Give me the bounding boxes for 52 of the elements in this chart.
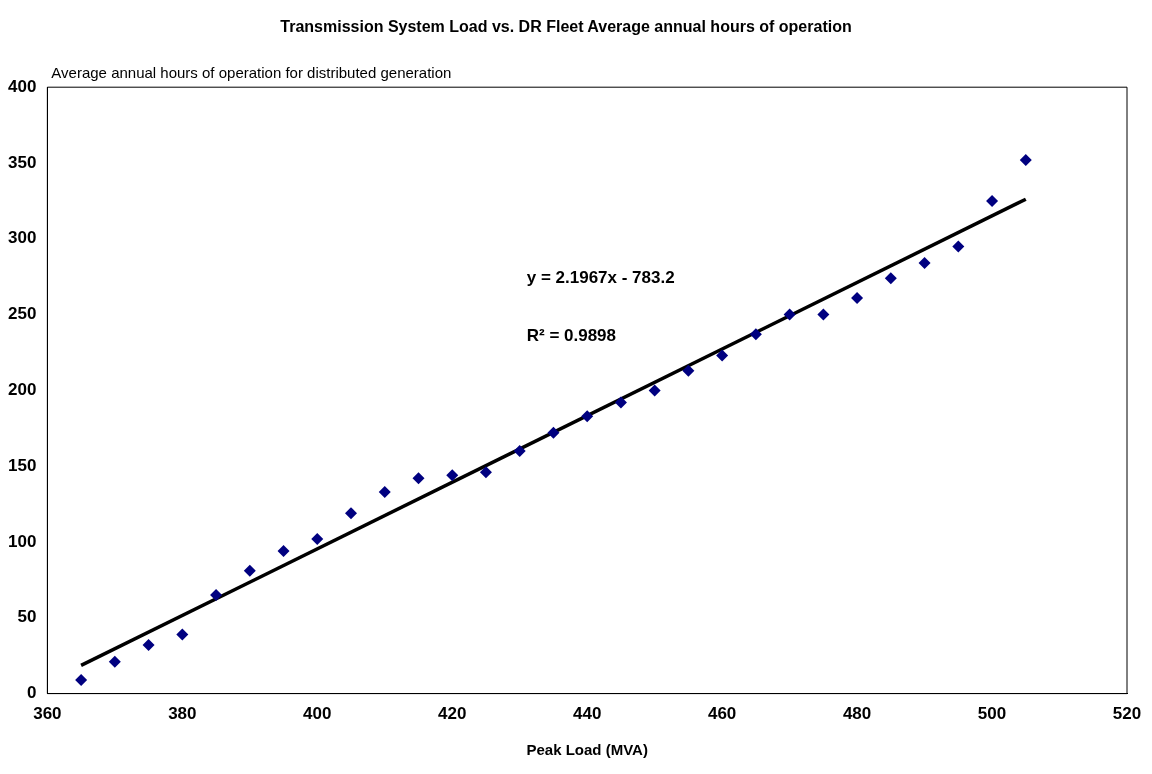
point — [75, 673, 88, 686]
y-tick-label: 300 — [7, 228, 37, 248]
point — [783, 308, 796, 321]
point — [716, 349, 729, 362]
annotation: y = 2.1967x - 783.2 — [526, 267, 675, 287]
point — [210, 589, 223, 602]
y-tick-label: 150 — [7, 455, 37, 475]
x-tick-label: 400 — [303, 704, 332, 724]
y-tick-label: 100 — [7, 531, 37, 551]
point — [918, 257, 931, 270]
point — [986, 194, 999, 207]
x-tick-label: 500 — [977, 704, 1007, 724]
point — [412, 472, 425, 485]
point — [311, 532, 324, 545]
point — [1019, 153, 1032, 166]
point — [581, 410, 594, 423]
y-axis-title: Average annual hours of operation for distributed generation — [51, 63, 452, 81]
point — [513, 445, 526, 458]
point — [345, 507, 358, 520]
x-tick-label: 420 — [438, 704, 467, 724]
point — [884, 272, 897, 285]
point — [817, 308, 830, 321]
point — [851, 291, 864, 304]
x-axis-title: Peak Load (MVA) — [526, 741, 648, 759]
point — [682, 364, 695, 377]
x-tick-label: 360 — [33, 704, 62, 724]
point — [108, 655, 121, 668]
point — [176, 628, 189, 641]
y-tick-label: 250 — [7, 304, 37, 324]
point — [378, 485, 391, 498]
point — [547, 426, 560, 439]
point — [446, 469, 459, 482]
y-tick-label: 350 — [7, 152, 37, 172]
chart-title: Transmission System Load vs. DR Fleet Average annual hours of operation — [280, 18, 852, 36]
x-tick-label: 480 — [842, 704, 872, 724]
x-tick-label: 520 — [1112, 704, 1142, 724]
x-tick-label: 460 — [707, 704, 737, 724]
point — [277, 545, 290, 558]
point — [952, 240, 965, 253]
point — [749, 328, 762, 341]
point — [243, 564, 256, 577]
y-tick-label: 200 — [7, 380, 37, 400]
annotation: R² = 0.9898 — [526, 325, 617, 345]
point — [614, 396, 627, 409]
point — [479, 466, 492, 479]
y-tick-label: 0 — [26, 683, 37, 703]
x-tick-label: 380 — [168, 704, 197, 724]
point — [142, 639, 155, 652]
x-tick-label: 440 — [572, 704, 602, 724]
y-tick-label: 400 — [7, 76, 37, 96]
y-tick-label: 50 — [17, 607, 37, 627]
point — [648, 384, 661, 397]
